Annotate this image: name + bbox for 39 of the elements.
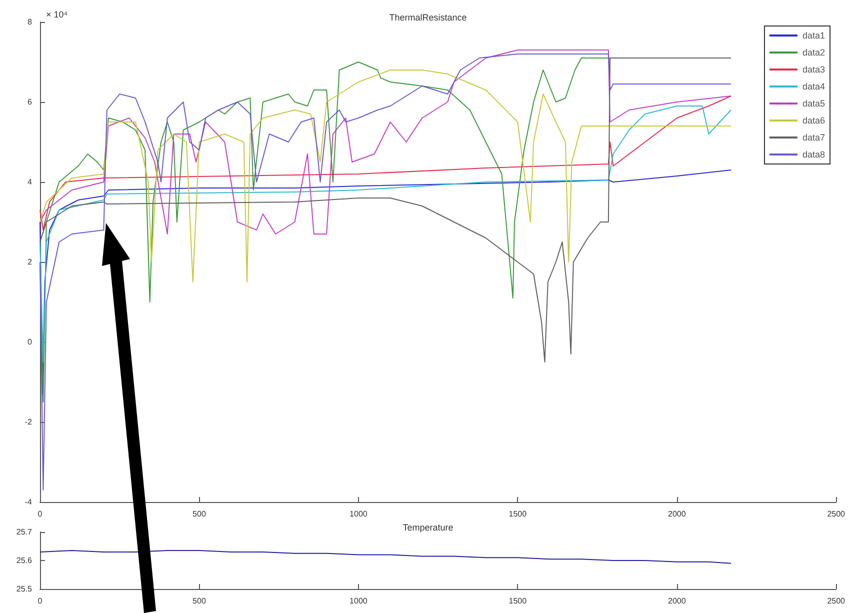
legend-label: data4 (802, 82, 826, 92)
x-tick-label: 1000 (350, 510, 368, 518)
x-tick-label: 1000 (350, 596, 368, 606)
x-tick-label: 2500 (827, 510, 846, 518)
y-tick-label: 4 (28, 178, 33, 186)
y-tick-label: 25.5 (16, 584, 33, 594)
legend-label: data5 (802, 98, 826, 108)
legend-label: data2 (802, 48, 826, 58)
x-tick-label: 500 (192, 596, 206, 606)
legend-label: data7 (802, 132, 826, 142)
legend-label: data3 (802, 64, 826, 74)
x-tick-label: 0 (38, 510, 43, 518)
y-tick-label: -4 (24, 498, 33, 506)
x-tick-label: 500 (192, 510, 206, 518)
x-tick-label: 1500 (508, 510, 528, 518)
line-series (40, 54, 732, 490)
line-series (40, 550, 732, 564)
y-tick-label: -2 (24, 418, 33, 426)
x-tick-label: 2500 (827, 596, 846, 606)
y-tick-label: 6 (28, 98, 33, 106)
line-series (40, 50, 732, 234)
line-series (40, 106, 732, 362)
y-tick-label: 25.7 (16, 528, 33, 536)
x-tick-label: 1500 (508, 596, 528, 606)
chart-title: ThermalResistance (389, 12, 467, 22)
text: × 10⁴ (46, 10, 68, 20)
x-tick-label: 0 (38, 596, 43, 606)
legend-label: data8 (802, 150, 826, 160)
line-series (40, 70, 732, 282)
y-tick-label: 2 (28, 258, 33, 266)
legend-label: data6 (802, 116, 826, 126)
chart-title: Temperature (402, 522, 454, 532)
y-tick-label: 8 (28, 18, 33, 26)
line-series (40, 96, 732, 230)
legend-label: data1 (802, 30, 826, 40)
x-tick-label: 2000 (668, 596, 686, 606)
y-tick-label: 25.6 (16, 556, 33, 565)
y-tick-label: 0 (28, 338, 33, 346)
x-tick-label: 2000 (668, 510, 686, 518)
